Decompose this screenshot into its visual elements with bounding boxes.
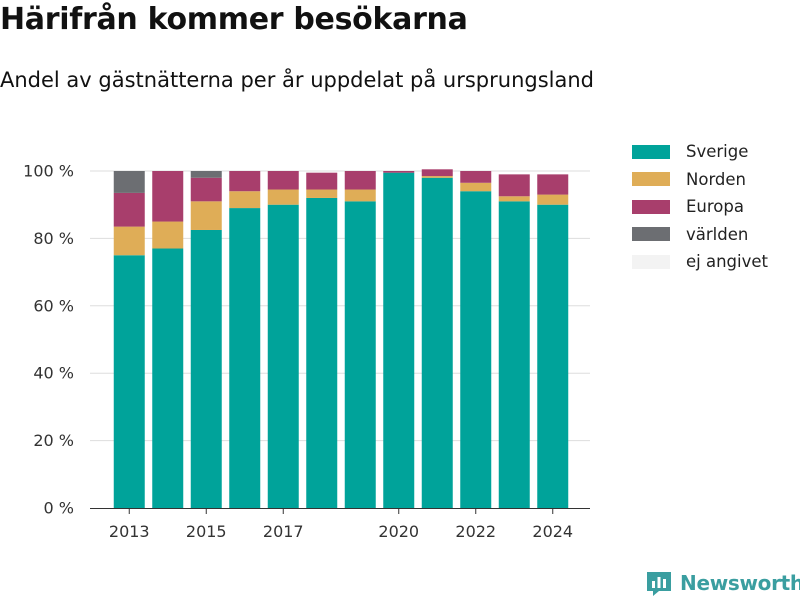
x-tick-label: 2024 <box>532 522 573 541</box>
y-tick-label: 20 % <box>33 431 74 450</box>
brand-label: Newsworthy <box>680 571 800 595</box>
bar-segment-Norden-2015 <box>190 201 222 230</box>
bar-segment-Sverige-2017 <box>267 204 299 508</box>
bar-segment-Europa-2023 <box>498 174 530 197</box>
legend-swatch <box>632 144 670 159</box>
chart-title: Härifrån kommer besökarna <box>0 2 468 37</box>
bar-segment-Sverige-2015 <box>190 229 222 508</box>
y-tick-label: 80 % <box>33 229 74 248</box>
bar-segment-Sverige-2020 <box>383 172 415 508</box>
bar-segment-Norden-2021 <box>421 176 453 178</box>
legend-swatch <box>632 254 670 269</box>
bar-segment-Sverige-2023 <box>498 201 530 508</box>
bar-segment-Norden-2019 <box>344 189 376 202</box>
bar-segment-Sverige-2024 <box>537 204 569 508</box>
x-tick-label: 2013 <box>109 522 150 541</box>
legend-label: ej angivet <box>686 252 768 272</box>
bar-segment-Sverige-2021 <box>421 177 453 509</box>
bar-segment-Europa-2016 <box>229 171 261 192</box>
bar-segment-Norden-2023 <box>498 196 530 202</box>
bar-segment-Europa-2017 <box>267 171 299 190</box>
x-tick-label: 2017 <box>263 522 304 541</box>
bar-segment-Norden-2013 <box>113 226 145 256</box>
y-tick-label: 40 % <box>33 364 74 383</box>
bar-segment-Europa-2018 <box>306 172 338 190</box>
bar-segment-Europa-2024 <box>537 174 569 195</box>
bar-segment-Norden-2014 <box>152 221 184 249</box>
bar-segment-Norden-2016 <box>229 191 261 209</box>
chart-subtitle: Andel av gästnätterna per år uppdelat på… <box>0 68 594 92</box>
bar-segment-Europa-2013 <box>113 192 145 227</box>
legend-item: världen <box>632 221 768 249</box>
bar-segment-Sverige-2019 <box>344 201 376 508</box>
legend-label: världen <box>686 224 749 244</box>
bar-segment-Norden-2018 <box>306 189 338 198</box>
bar-segment-Sverige-2018 <box>306 197 338 508</box>
legend-item: Sverige <box>632 138 768 166</box>
legend-item: ej angivet <box>632 248 768 276</box>
bar-segment-Norden-2017 <box>267 189 299 205</box>
legend-label: Sverige <box>686 142 749 162</box>
bar-segment-Europa-2014 <box>152 171 184 222</box>
bar-segment-Sverige-2022 <box>460 191 492 508</box>
x-tick-label: 2022 <box>455 522 496 541</box>
legend-label: Europa <box>686 197 744 217</box>
bar-segment-Norden-2022 <box>460 182 492 192</box>
bar-segment-Europa-2019 <box>344 171 376 190</box>
bar-segment-Norden-2024 <box>537 194 569 205</box>
x-tick-label: 2015 <box>186 522 227 541</box>
x-tick-label: 2020 <box>378 522 419 541</box>
legend-item: Norden <box>632 166 768 194</box>
legend-swatch <box>632 199 670 214</box>
legend-swatch <box>632 227 670 242</box>
bar-segment-Sverige-2013 <box>113 255 145 508</box>
bar-segment-Europa-2020 <box>383 171 415 173</box>
bar-segment-världen-2013 <box>113 171 145 193</box>
newsworthy-logo-icon <box>647 572 671 596</box>
legend-swatch <box>632 172 670 187</box>
legend-item: Europa <box>632 193 768 221</box>
brand-logo[interactable]: Newsworthy <box>644 568 800 598</box>
bar-segment-Sverige-2014 <box>152 248 184 508</box>
bar-segment-Europa-2021 <box>421 169 453 177</box>
bar-segment-Europa-2022 <box>460 171 492 183</box>
bar-segment-världen-2015 <box>190 171 222 178</box>
chart-legend: Sverige Norden Europa världen ej angivet <box>632 138 768 276</box>
bar-segment-Sverige-2016 <box>229 208 261 508</box>
bar-segment-Europa-2015 <box>190 177 222 202</box>
y-tick-label: 60 % <box>33 296 74 315</box>
y-tick-label: 0 % <box>44 499 74 518</box>
y-tick-label: 100 % <box>23 162 74 181</box>
legend-label: Norden <box>686 169 747 189</box>
